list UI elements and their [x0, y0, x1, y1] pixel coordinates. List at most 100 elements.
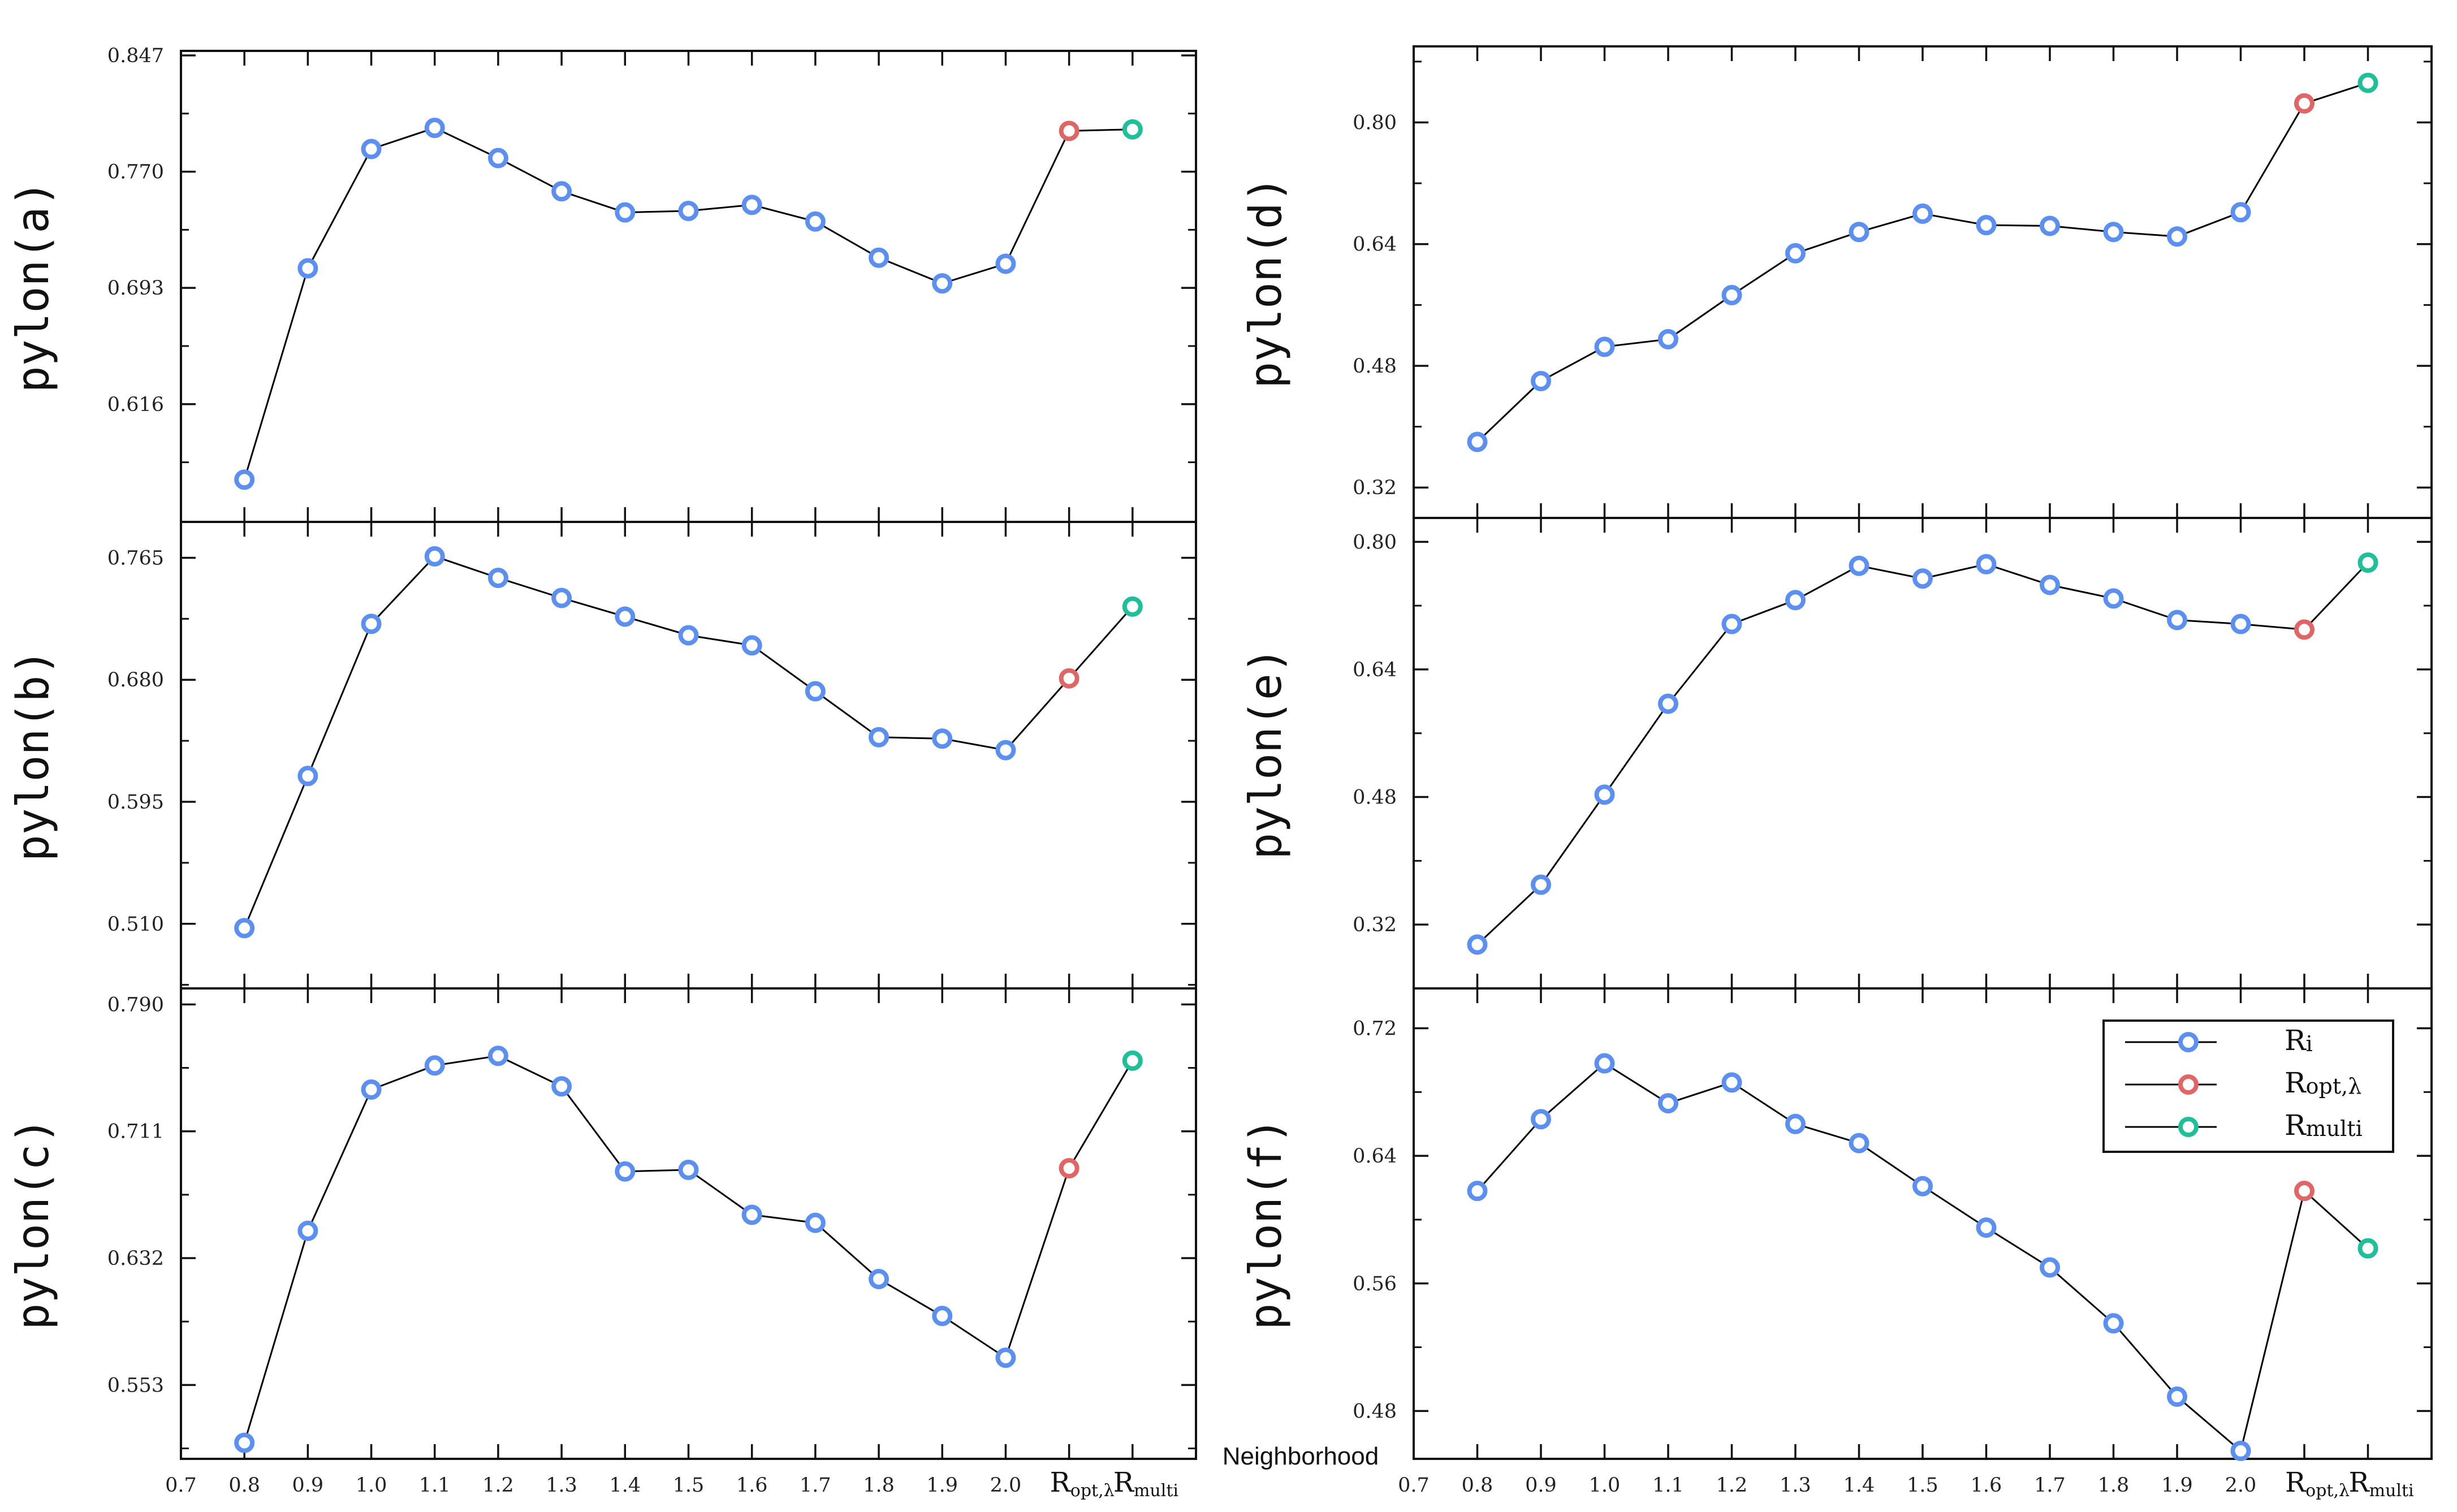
x-tick-label: 1.4 [1843, 1474, 1875, 1497]
data-point-ri [869, 727, 889, 748]
data-point-ri [1531, 370, 1551, 391]
data-point-ri [995, 740, 1016, 761]
data-point-ri [1658, 329, 1678, 349]
x-tick-label: 1.5 [673, 1474, 705, 1497]
data-point-ri [1531, 1109, 1551, 1130]
data-point-ri [487, 568, 508, 588]
data-point-ropt [1059, 668, 1079, 689]
x-tick-label: 1.6 [1971, 1474, 2002, 1497]
data-point-ri [1658, 693, 1678, 714]
data-point-ri [234, 1432, 255, 1453]
data-point-ri [615, 1161, 636, 1182]
data-point-ri [1912, 568, 1933, 589]
x-tick-label: 0.8 [228, 1474, 260, 1497]
legend-marker-ropt [2178, 1074, 2199, 1095]
data-point-ri [551, 1076, 572, 1097]
data-point-ri [1849, 222, 1869, 243]
x-tick-label: 2.0 [2225, 1474, 2257, 1497]
data-point-ri [1594, 1053, 1615, 1074]
data-point-ri [361, 614, 382, 634]
data-point-ri [995, 1347, 1016, 1368]
data-point-ri [805, 681, 826, 702]
data-point-ri [1912, 1176, 1933, 1196]
panel-d: 0.32 0.48 0.64 0.80 pylon(d) [1241, 45, 2433, 519]
data-point-ri [551, 587, 572, 608]
data-point-ri [2040, 215, 2060, 236]
y-tick-label: 0.765 [107, 547, 164, 569]
data-point-ri [2167, 226, 2187, 247]
data-point-ri [424, 1055, 445, 1076]
data-point-ri [869, 247, 889, 268]
data-point-ri [615, 606, 636, 627]
data-point-ri [361, 1079, 382, 1100]
data-point-ri [1531, 874, 1551, 895]
y-tick-label: 0.32 [1353, 477, 1397, 499]
data-point-ri [2040, 574, 2060, 595]
data-point-ri [2103, 1313, 2124, 1334]
data-point-ropt [2294, 619, 2314, 640]
panel-a: 0.616 0.693 0.770 0.847 pylon(a) [8, 45, 1197, 523]
x-tick-label: 1.8 [2098, 1474, 2130, 1497]
data-point-ri [1849, 1133, 1869, 1154]
y-axis-label: pylon(b) [8, 649, 59, 862]
y-tick-label: 0.770 [107, 161, 164, 184]
data-point-ri [424, 118, 445, 139]
x-tick-label: 1.1 [1652, 1474, 1684, 1497]
y-tick-label: 0.64 [1353, 659, 1397, 681]
y-tick-label: 0.790 [107, 993, 164, 1016]
legend-marker-rmulti [2178, 1117, 2199, 1137]
y-tick-label: 0.48 [1353, 787, 1397, 809]
legend-marker-ri [2178, 1032, 2199, 1052]
x-tick-label: 1.0 [1589, 1474, 1621, 1497]
data-point-ri [1467, 1181, 1488, 1202]
y-tick-label: 0.64 [1353, 1145, 1397, 1168]
x-tick-label: 0.8 [1462, 1474, 1493, 1497]
x-tick-label: 1.0 [356, 1474, 387, 1497]
data-point-ri [1721, 1072, 1742, 1093]
y-axis-label: pylon(e) [1241, 647, 1292, 859]
x-tick-label: 1.3 [1780, 1474, 1811, 1497]
data-point-ri [932, 728, 953, 749]
y-tick-label: 0.80 [1353, 112, 1397, 135]
panel-e: 0.32 0.48 0.64 0.80 pylon(e) [1241, 517, 2433, 990]
x-tick-label: 1.6 [736, 1474, 768, 1497]
data-point-ri [932, 1306, 953, 1327]
y-axis-label: pylon(a) [8, 180, 59, 393]
data-point-ri [805, 1212, 826, 1233]
x-tick-label: 1.5 [1907, 1474, 1938, 1497]
data-point-ri [297, 766, 318, 787]
data-point-rmulti [1122, 596, 1143, 617]
data-point-ri [2167, 1386, 2187, 1407]
data-point-ri [1467, 431, 1488, 452]
data-point-rmulti [1122, 119, 1143, 140]
data-point-ropt [1059, 120, 1079, 141]
x-tick-label: 0.7 [1398, 1474, 1430, 1497]
x-tick-label: 1.2 [1716, 1474, 1748, 1497]
data-point-ri [1785, 590, 1806, 611]
data-point-ri [2230, 1440, 2251, 1461]
data-point-rmulti [2357, 72, 2378, 93]
data-point-ri [2103, 588, 2124, 609]
x-tick-label: 2.0 [990, 1474, 1022, 1497]
data-point-ri [2040, 1257, 2060, 1278]
x-tick-label: 0.9 [292, 1474, 324, 1497]
panel-c: 0.553 0.632 0.711 0.790 pylon(c) 0.7 0.8 0.9 1.0… [8, 987, 1197, 1501]
data-point-ri [678, 625, 699, 646]
data-point-ri [615, 202, 636, 223]
data-point-ri [1594, 784, 1615, 805]
y-tick-label: 0.616 [107, 394, 164, 416]
data-point-ri [805, 211, 826, 232]
x-tick-label: 1.7 [800, 1474, 831, 1497]
data-point-ri [741, 1204, 762, 1225]
data-point-ropt [1059, 1158, 1079, 1179]
data-point-ri [1976, 554, 1997, 574]
panel-f: 0.48 0.56 0.64 0.72 pylon(f) 0.7 0.8 0.9 1.0 1.1 1… [1241, 987, 2433, 1501]
y-axis-label: pylon(f) [1241, 1117, 1292, 1330]
data-point-ri [1721, 614, 1742, 634]
data-point-ri [741, 195, 762, 215]
data-point-ri [361, 139, 382, 159]
y-tick-label: 0.510 [107, 913, 164, 936]
y-tick-label: 0.711 [107, 1121, 164, 1143]
